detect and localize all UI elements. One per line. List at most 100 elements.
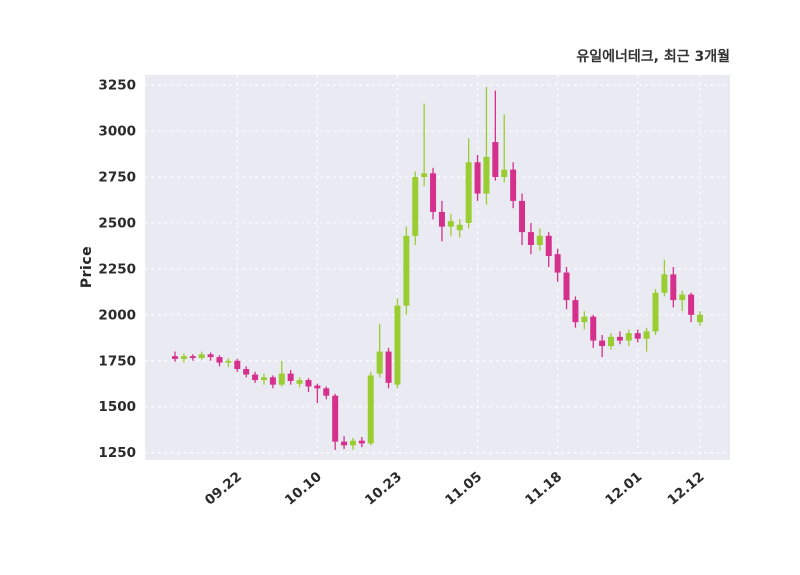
candle [349,437,356,450]
candle [563,267,570,310]
candle-body [314,385,321,389]
candle-body [412,176,419,236]
candle-body [180,356,187,359]
candle-body [430,173,437,212]
candle [430,167,437,220]
candle [474,154,481,201]
candle-body [688,294,695,315]
candle-body [599,340,606,347]
candle [403,226,410,315]
x-tick-label: 12.01 [602,469,645,509]
candle-body [483,156,490,194]
candle [234,358,241,372]
y-tick-label: 1250 [98,445,136,461]
candle-body [305,380,312,387]
candle [438,200,445,242]
candle-body [563,272,570,301]
candle-body [252,374,259,381]
candle-body [527,232,534,245]
candle-body [554,254,561,273]
candle [367,371,374,446]
candle-body [216,357,223,363]
candle-body [572,300,579,323]
candle-body [447,221,454,227]
candle [243,366,250,378]
candle-body [403,235,410,306]
y-tick-label: 3000 [98,124,136,140]
candle-body [519,200,526,233]
candle [278,360,285,387]
candle [625,329,632,347]
candle [314,383,321,404]
candle-body [634,333,641,339]
y-tick-label: 2500 [98,215,136,231]
candle [269,375,276,389]
x-tick-label: 11.05 [442,469,485,509]
candle [545,232,552,268]
candle [180,353,187,363]
x-tick-label: 09.22 [202,469,245,509]
candle-body [438,211,445,227]
candle [189,354,196,361]
candle [688,292,695,323]
candle [287,369,294,385]
x-tick-label: 11.18 [522,469,565,509]
candle-body [260,377,267,381]
candle-body [608,336,615,347]
candle-body [394,305,401,385]
candle [216,355,223,367]
y-axis-label: Price [79,245,95,289]
candle [225,358,232,368]
candle [198,351,205,360]
y-tick-label: 2750 [98,169,136,185]
candle [661,259,668,297]
candle [679,290,686,312]
candle [483,86,490,205]
candle [608,333,615,350]
candle-body [625,333,632,341]
candle-body [652,292,659,332]
candle-body [697,314,703,323]
candle-body [358,440,365,444]
candle [394,298,401,389]
candle [207,352,214,361]
candle-body [456,224,463,231]
candle [260,373,267,385]
candle-body [679,294,686,301]
candle-body [234,360,241,370]
candle [447,213,454,236]
candle [421,103,428,187]
candle [501,114,508,183]
candle-body [349,440,356,446]
candle-body [189,356,196,359]
candle [456,219,463,238]
candle-body [643,331,650,339]
candle [536,228,543,251]
candle [616,331,623,345]
candle-body [367,375,374,444]
candle-body [474,162,481,194]
candle-body [225,360,232,363]
candle [172,351,178,362]
candle-body [510,169,517,201]
candle [252,371,259,383]
x-tick-label: 10.10 [282,469,325,509]
candle-body [670,274,677,301]
y-tick-label: 1500 [98,399,136,415]
chart-title: 유일에너테크, 최근 3개월 [576,49,730,65]
candle [670,267,677,308]
y-tick-label: 2250 [98,261,136,277]
candle [323,386,330,400]
candle [358,437,365,448]
candle [385,347,392,389]
candle-body [172,356,178,359]
candle-body [501,169,508,177]
candle [465,138,472,229]
candle-body [323,388,330,396]
candle [554,248,561,282]
candle [697,311,703,326]
candle-body [341,441,348,446]
candle [412,171,419,245]
candle-body [590,316,597,341]
candle [581,311,588,330]
